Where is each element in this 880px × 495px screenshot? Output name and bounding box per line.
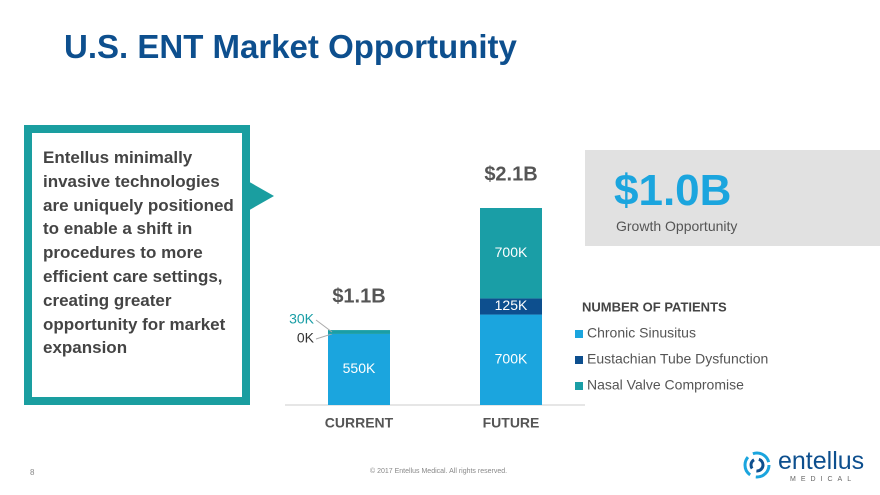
callout-line: creating greater	[43, 290, 172, 310]
bar-segment	[480, 314, 542, 405]
logo-text: entellus	[778, 447, 865, 475]
legend-label: Chronic Sinusitus	[587, 325, 696, 341]
value-label: 125K	[495, 297, 528, 313]
value-label: 0K	[297, 330, 315, 346]
callout-pointer	[246, 180, 274, 212]
growth-amount: $1.0B	[614, 166, 732, 215]
logo-mark	[743, 451, 771, 479]
growth-caption: Growth Opportunity	[616, 218, 738, 234]
callout-box	[24, 125, 250, 405]
legend-label: Eustachian Tube Dysfunction	[587, 351, 768, 367]
value-label: 700K	[495, 244, 528, 260]
callout-line: expansion	[43, 338, 128, 358]
total-label: $2.1B	[484, 163, 537, 185]
page-number: 8	[30, 468, 35, 477]
callout-line: opportunity for market	[43, 314, 226, 334]
total-label: $1.1B	[332, 285, 385, 307]
callout-line: efficient care settings,	[43, 266, 223, 286]
category-label: FUTURE	[483, 415, 540, 431]
legend-swatch	[575, 382, 583, 390]
leader-line	[315, 319, 333, 333]
legend-label: Nasal Valve Compromise	[587, 377, 744, 393]
callout-line: to enable a shift in	[43, 219, 193, 239]
logo-sub: MEDICAL	[790, 476, 857, 483]
value-label: 700K	[495, 350, 528, 366]
bar-segment	[328, 333, 390, 405]
callout-text: Entellus minimally invasive technologies a…	[43, 146, 234, 360]
category-label: CURRENT	[325, 415, 394, 431]
growth-box	[585, 150, 880, 246]
slide-title: U.S. ENT Market Opportunity	[64, 28, 517, 65]
bar-segment	[480, 208, 542, 299]
leader-line	[315, 333, 333, 340]
value-label: 30K	[289, 311, 315, 327]
bar-segment	[328, 330, 390, 334]
legend-title: NUMBER OF PATIENTS	[582, 299, 727, 314]
legend-swatch	[575, 356, 583, 364]
callout-line: procedures to more	[43, 243, 203, 263]
value-label: 550K	[343, 360, 376, 376]
bar-segment	[480, 298, 542, 315]
callout-line: are uniquely positioned	[43, 195, 234, 215]
callout-line: invasive technologies	[43, 171, 220, 191]
legend-swatch	[575, 330, 583, 338]
copyright: © 2017 Entellus Medical. All rights rese…	[370, 468, 508, 475]
callout-line: Entellus minimally	[43, 148, 193, 167]
